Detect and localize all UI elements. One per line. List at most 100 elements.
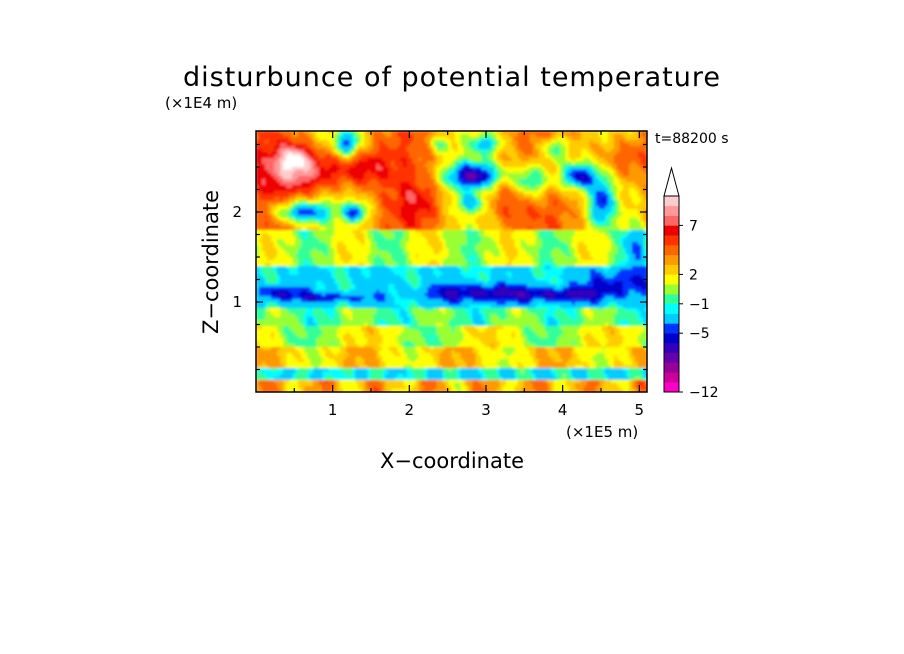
field-cell (361, 164, 365, 168)
field-cell (430, 197, 435, 201)
field-cell (643, 206, 647, 210)
field-cell (481, 206, 486, 210)
field-cell (373, 137, 377, 141)
field-cell (592, 224, 597, 228)
field-cell (313, 143, 317, 147)
field-cell (292, 206, 296, 210)
field-cell (640, 161, 645, 165)
field-cell (268, 149, 272, 153)
field-cell (280, 167, 284, 171)
field-cell (634, 134, 639, 138)
field-cell (373, 152, 377, 156)
field-cell (454, 182, 459, 186)
field-cell (613, 188, 618, 192)
field-cell (538, 152, 543, 156)
field-cell (298, 179, 302, 183)
field-cell (532, 206, 537, 210)
field-cell (442, 143, 447, 147)
field-cell (466, 140, 471, 144)
field-cell (316, 191, 320, 195)
field-cell (601, 200, 606, 204)
field-cell (454, 176, 459, 180)
field-cell (586, 215, 591, 219)
field-cell (610, 191, 615, 195)
field-cell (463, 233, 468, 237)
field-cell (391, 185, 395, 189)
field-cell (430, 206, 435, 210)
field-cell (433, 227, 438, 231)
field-cell (337, 245, 341, 249)
field-cell (346, 140, 350, 144)
field-cell (310, 215, 314, 219)
field-cell (457, 230, 462, 234)
field-cell (427, 215, 432, 219)
field-cell (268, 137, 272, 141)
field-cell (334, 164, 338, 168)
field-cell (268, 236, 272, 240)
field-cell (322, 242, 326, 246)
field-cell (502, 230, 507, 234)
field-cell (370, 242, 374, 246)
field-cell (415, 143, 420, 147)
field-cell (430, 191, 435, 195)
field-cell (547, 143, 552, 147)
field-cell (292, 173, 296, 177)
field-cell (547, 194, 552, 198)
field-cell (610, 149, 615, 153)
field-cell (325, 170, 329, 174)
field-cell (433, 131, 438, 135)
field-cell (472, 182, 477, 186)
field-cell (505, 194, 510, 198)
field-cell (544, 155, 549, 159)
field-cell (529, 221, 534, 225)
field-cell (277, 233, 281, 237)
field-cell (634, 239, 639, 243)
field-cell (271, 182, 275, 186)
field-cell (538, 218, 543, 222)
field-cell (529, 170, 534, 174)
field-cell (586, 221, 591, 225)
field-cell (412, 197, 417, 201)
field-cell (325, 191, 329, 195)
field-cell (286, 242, 290, 246)
field-cell (586, 233, 591, 237)
field-cell (418, 155, 423, 159)
field-cell (505, 182, 510, 186)
field-cell (547, 224, 552, 228)
field-cell (511, 134, 516, 138)
field-cell (433, 200, 438, 204)
field-cell (571, 164, 576, 168)
field-cell (427, 179, 432, 183)
field-cell (631, 176, 636, 180)
field-cell (535, 185, 540, 189)
field-cell (532, 215, 537, 219)
field-cell (355, 131, 359, 135)
field-cell (451, 212, 456, 216)
field-cell (280, 197, 284, 201)
field-cell (526, 221, 531, 225)
field-cell (316, 176, 320, 180)
field-cell (592, 188, 597, 192)
field-cell (565, 188, 570, 192)
field-cell (568, 185, 573, 189)
field-cell (643, 227, 647, 231)
field-cell (412, 212, 417, 216)
field-cell (274, 137, 278, 141)
field-cell (511, 164, 516, 168)
field-cell (313, 134, 317, 138)
field-cell (334, 152, 338, 156)
field-cell (346, 131, 350, 135)
field-cell (616, 230, 621, 234)
field-cell (529, 197, 534, 201)
field-cell (427, 164, 432, 168)
field-cell (400, 224, 404, 228)
field-cell (418, 167, 423, 171)
field-cell (469, 146, 474, 150)
field-cell (361, 131, 365, 135)
field-cell (313, 203, 317, 207)
field-cell (448, 224, 453, 228)
field-cell (592, 191, 597, 195)
field-cell (487, 206, 492, 210)
field-cell (523, 233, 528, 237)
field-cell (391, 131, 395, 135)
